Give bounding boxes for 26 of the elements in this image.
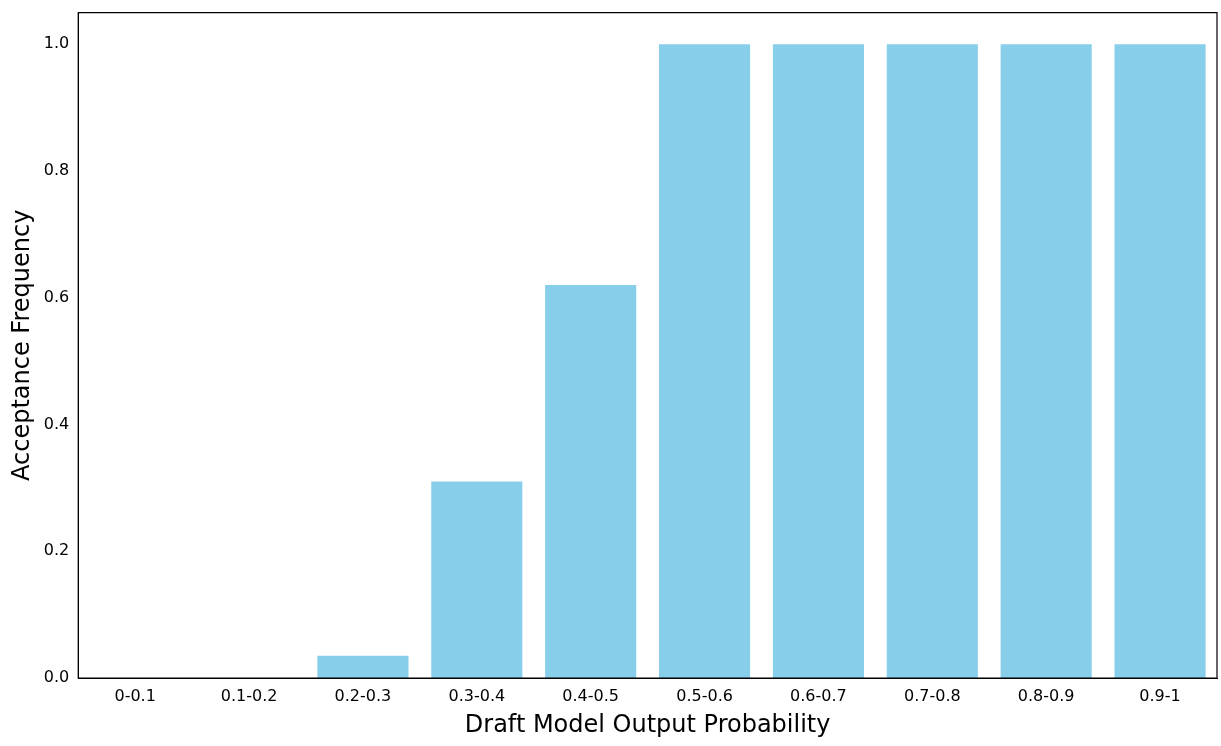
y-tick-label: 0.6 <box>43 286 70 306</box>
x-tick-label: 0.8-0.9 <box>1017 685 1075 705</box>
x-tick-label: 0.1-0.2 <box>220 685 278 705</box>
x-tick-label: 0.5-0.6 <box>676 685 733 705</box>
bar <box>772 44 864 678</box>
bar <box>431 481 523 678</box>
bar <box>317 655 409 678</box>
x-tick-label: 0.6-0.7 <box>790 685 847 705</box>
bar <box>545 285 637 678</box>
bar <box>1114 44 1206 678</box>
y-tick-label: 0.4 <box>43 413 70 433</box>
x-tick-label: 0-0.1 <box>114 685 156 705</box>
bar <box>886 44 978 678</box>
x-tick-label: 0.3-0.4 <box>448 685 506 705</box>
x-axis-title: Draft Model Output Probability <box>464 709 831 738</box>
y-tick-label: 0.0 <box>43 667 70 687</box>
bar <box>1000 44 1092 678</box>
y-tick-label: 1.0 <box>43 33 70 53</box>
x-tick-label: 0.7-0.8 <box>903 685 961 705</box>
bar <box>659 44 751 678</box>
x-tick-label: 0.9-1 <box>1139 685 1181 705</box>
y-axis-title: Acceptance Frequency <box>6 209 35 481</box>
y-tick-label: 0.8 <box>43 160 70 180</box>
x-tick-label: 0.4-0.5 <box>562 685 620 705</box>
y-tick-label: 0.2 <box>43 540 70 560</box>
x-tick-label: 0.2-0.3 <box>334 685 392 705</box>
